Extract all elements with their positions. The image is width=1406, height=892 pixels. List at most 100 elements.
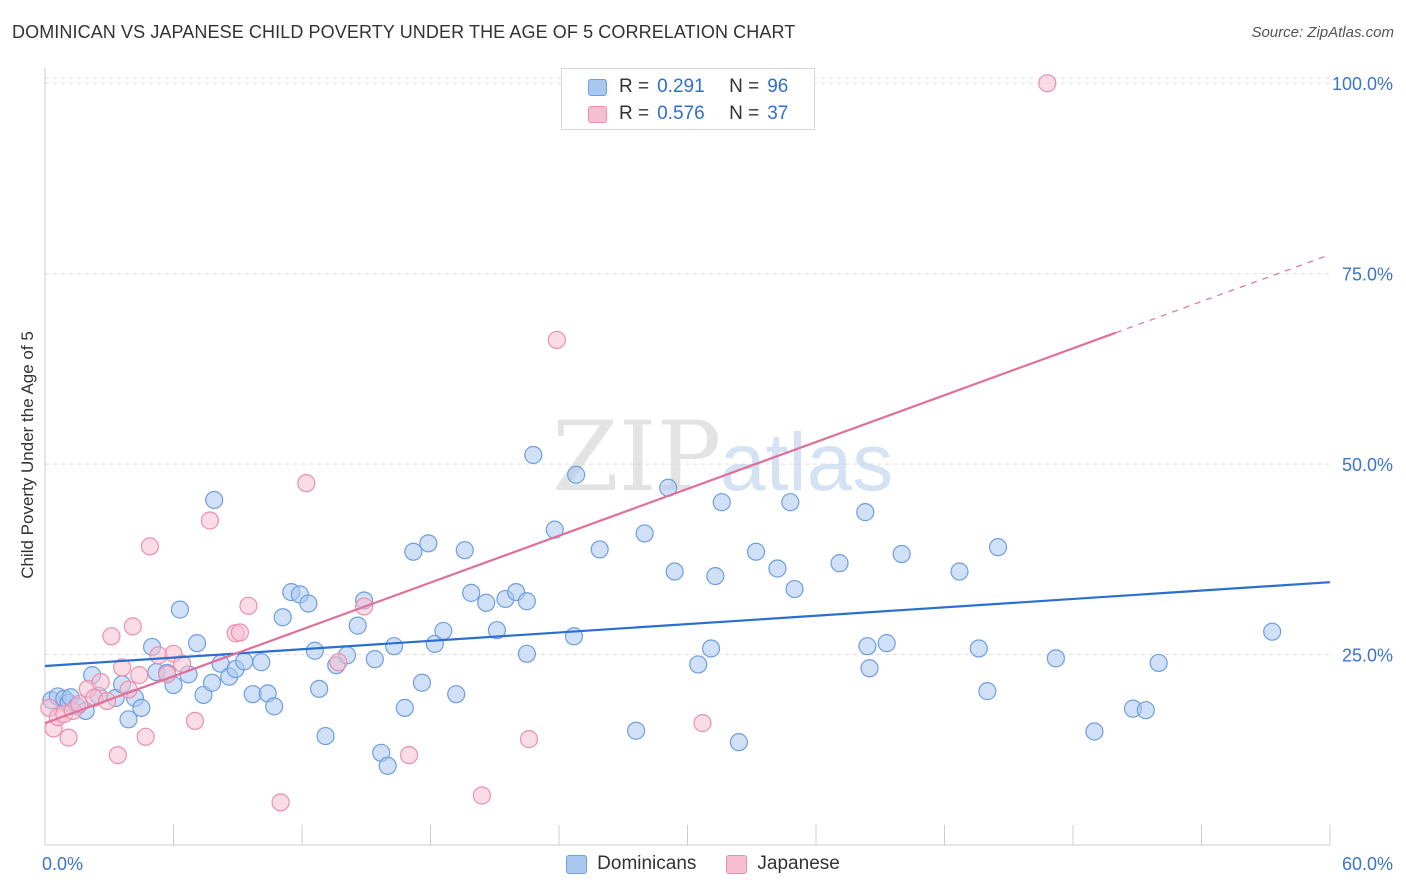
dominicans-point — [590, 540, 609, 559]
dominicans-point — [706, 566, 725, 586]
japanese-point — [140, 537, 160, 556]
dominicans-point — [746, 542, 766, 561]
y-tick-label: 75.0% — [1342, 265, 1393, 285]
dominicans-trend-line — [44, 581, 1331, 668]
stats-legend: R = 0.291 N = 96 R = 0.576 N = 37 — [561, 68, 815, 130]
dominicans-point — [170, 600, 190, 619]
r-value: 0.576 — [657, 103, 705, 124]
dominicans-point — [860, 659, 879, 678]
dominicans-point — [1149, 653, 1168, 673]
watermark: ZIP atlas — [552, 401, 893, 513]
japanese-point — [519, 730, 539, 749]
japanese-point — [1038, 74, 1057, 93]
dominicans-point — [1085, 722, 1104, 741]
dominicans-point — [950, 562, 969, 581]
x-tick-label: 0.0% — [42, 854, 83, 874]
dominicans-point — [1046, 649, 1065, 668]
dominicans-point — [1263, 622, 1282, 641]
trend-lines — [44, 254, 1331, 725]
series-legend: Dominicans Japanese — [0, 852, 1406, 876]
dominicans-point — [462, 583, 481, 602]
y-tick-label: 25.0% — [1342, 646, 1393, 666]
dominicans-point — [205, 490, 224, 510]
japanese-trend-extension — [1115, 254, 1331, 334]
dominicans-point — [768, 559, 787, 578]
tick-labels: 25.0% 50.0% 75.0% 100.0% 0.0% 60.0% — [42, 74, 1393, 874]
japanese-point — [230, 623, 249, 642]
dominicans-point — [252, 653, 271, 672]
dominicans-point — [202, 673, 222, 692]
dominicans-point — [404, 542, 423, 561]
dominicans-point — [187, 634, 207, 653]
dominicans-point — [119, 710, 138, 729]
dominicans-point — [395, 698, 414, 717]
japanese-point — [399, 746, 419, 765]
dominicans-point — [447, 685, 466, 704]
dominicans-point — [316, 726, 335, 746]
y-tick-label: 50.0% — [1342, 455, 1393, 475]
dominicans-point — [665, 562, 684, 581]
legend-label-japanese: Japanese — [757, 853, 840, 874]
grid-lines — [45, 77, 1330, 656]
dominicans-point — [781, 493, 800, 512]
japanese-legend-swatch — [726, 854, 748, 874]
dominicans-point — [517, 644, 536, 663]
dominicans-point — [856, 503, 875, 522]
dominicans-swatch — [588, 78, 607, 96]
dominicans-point — [1136, 701, 1155, 720]
dominicans-point — [455, 541, 474, 560]
japanese-trend-line — [44, 331, 1117, 725]
dominicans-points — [42, 445, 1282, 775]
dominicans-point — [419, 534, 438, 553]
dominicans-point — [477, 593, 496, 612]
japanese-point — [112, 658, 132, 677]
n-value: 96 — [767, 76, 789, 97]
dominicans-point — [830, 554, 849, 573]
legend-item-japanese: Japanese — [726, 853, 840, 875]
dominicans-point — [384, 637, 404, 656]
dominicans-point — [701, 639, 721, 658]
source-label: Source: ZipAtlas.com — [1251, 24, 1394, 41]
dominicans-point — [858, 637, 877, 656]
dominicans-legend-swatch — [566, 854, 588, 874]
japanese-point — [102, 627, 121, 646]
r-value: 0.291 — [657, 76, 705, 97]
japanese-point — [149, 646, 168, 665]
japanese-point — [329, 653, 348, 672]
stats-legend-row-japanese: R = 0.576 N = 37 — [588, 101, 788, 127]
dominicans-point — [892, 544, 911, 564]
dominicans-point — [310, 679, 329, 698]
n-label: N = — [729, 76, 760, 97]
japanese-point — [108, 746, 127, 765]
chart-title: DOMINICAN VS JAPANESE CHILD POVERTY UNDE… — [12, 22, 796, 42]
japanese-point — [185, 711, 205, 730]
dominicans-point — [305, 641, 324, 660]
dominicans-point — [567, 465, 586, 484]
japanese-swatch — [588, 105, 607, 123]
dominicans-point — [487, 621, 506, 640]
legend-item-dominicans: Dominicans — [566, 853, 696, 875]
dominicans-point — [365, 650, 384, 669]
japanese-point — [297, 474, 316, 493]
dominicans-point — [524, 445, 543, 465]
dominicans-point — [348, 616, 367, 635]
japanese-point — [693, 714, 712, 733]
dominicans-point — [265, 697, 284, 716]
dominicans-point — [988, 538, 1008, 557]
japanese-point — [472, 786, 491, 805]
stats-legend-row-dominicans: R = 0.291 N = 96 — [588, 74, 788, 100]
dominicans-point — [626, 721, 646, 740]
japanese-point — [200, 511, 220, 530]
n-value: 37 — [767, 103, 789, 124]
dominicans-point — [299, 594, 318, 613]
japanese-point — [271, 793, 290, 812]
dominicans-point — [689, 655, 708, 674]
dominicans-point — [969, 639, 988, 658]
dominicans-point — [785, 579, 804, 599]
y-tick-label: 100.0% — [1332, 74, 1393, 94]
dominicans-point — [273, 608, 292, 627]
dominicans-point — [877, 634, 896, 653]
x-tick-label: 60.0% — [1342, 854, 1393, 874]
dominicans-point — [378, 756, 397, 775]
